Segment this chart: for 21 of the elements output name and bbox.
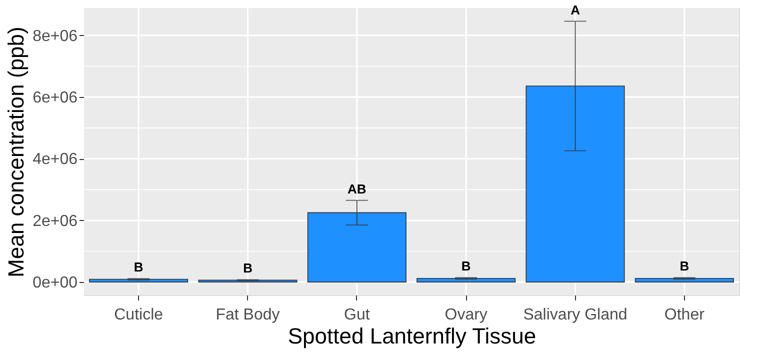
annotation: B [243,260,252,276]
y-tick-label: 4e+06 [32,151,78,168]
annotation: A [570,2,581,18]
y-axis-title: Mean concentration (ppb) [4,26,29,278]
x-tick-label: Salivary Gland [523,306,628,324]
x-tick-label: Cuticle [114,306,164,324]
y-tick-label: 2e+06 [32,212,78,230]
annotation: B [461,258,471,274]
x-tick-label: Fat Body [216,306,280,324]
y-tick-label: 0e+00 [32,274,78,292]
bar [416,278,516,282]
annotation: B [134,260,144,275]
x-tick-label: Gut [344,306,370,324]
annotation: B [680,258,690,274]
annotation: AB [348,181,366,196]
y-tick-label: 6e+06 [32,90,78,107]
x-axis-title: Spotted Lanternfly Tissue [288,324,536,348]
y-tick-label: 8e+06 [32,28,78,45]
x-tick-label: Ovary [444,306,488,324]
bar [634,278,734,282]
x-tick-label: Other [664,306,706,324]
